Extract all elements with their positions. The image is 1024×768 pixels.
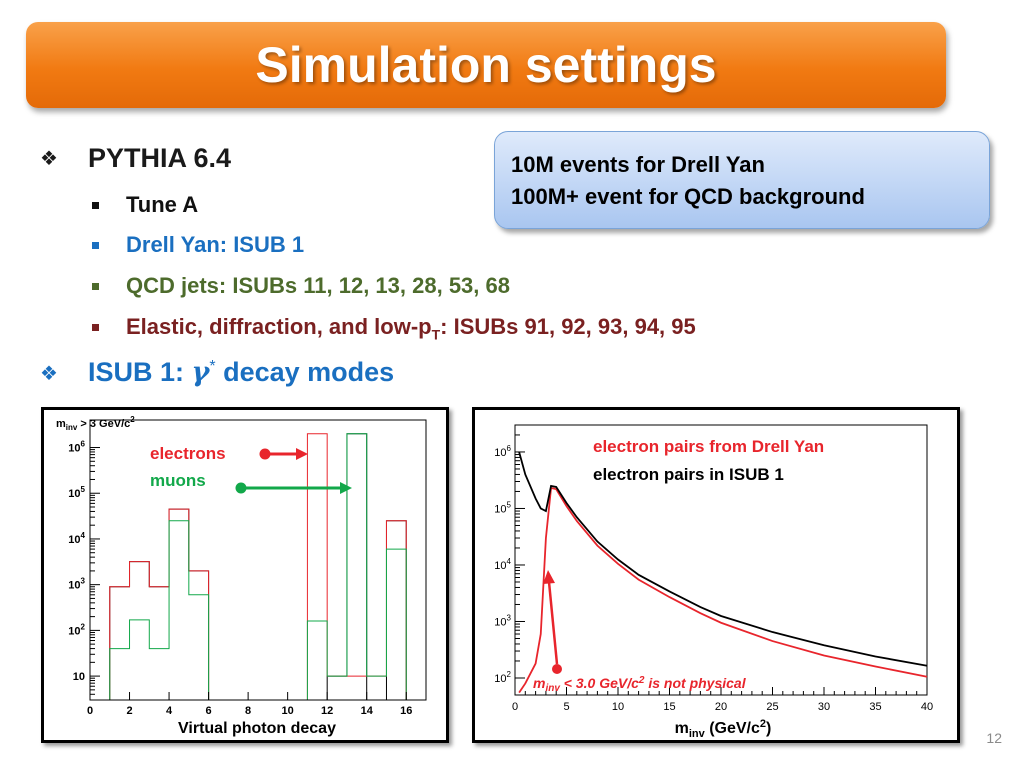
callout-line-2: 100M+ event for QCD background xyxy=(511,184,865,209)
x-tick-label: 8 xyxy=(245,705,251,717)
x-tick-label: 4 xyxy=(166,705,173,717)
bullet-tune: Tune A xyxy=(126,192,199,217)
note-arrow-dot xyxy=(552,664,562,674)
square-bullet-icon xyxy=(92,202,99,209)
x-tick-label: 0 xyxy=(87,705,93,717)
y-tick-label: 106 xyxy=(494,444,511,459)
x-axis-label: Virtual photon decay xyxy=(178,720,336,737)
bullet-qcd: QCD jets: ISUBs 11, 12, 13, 28, 53, 68 xyxy=(126,273,510,298)
callout-box: 10M events for Drell Yan 100M+ event for… xyxy=(494,131,990,229)
slide-title: Simulation settings xyxy=(255,37,717,93)
x-tick-label: 16 xyxy=(400,705,412,717)
x-tick-label: 0 xyxy=(512,701,518,713)
plot-frame xyxy=(89,419,427,701)
electrons-arrow-head xyxy=(296,448,308,460)
legend-electrons: electrons xyxy=(150,444,226,463)
isub-pre: ISUB 1: xyxy=(88,357,192,387)
unphysical-note: minv < 3.0 GeV/c2 is not physical xyxy=(533,675,747,694)
x-tick-label: 10 xyxy=(612,701,624,713)
page-number: 12 xyxy=(986,730,1002,746)
muons-arrow-dot xyxy=(235,482,247,494)
bullet-elastic: Elastic, diffraction, and low-pT: ISUBs … xyxy=(126,314,696,342)
square-bullet-icon xyxy=(92,242,99,249)
right-chart-svg: 0 5 10 15 20 25 30 35 40 102 103 104 105 106 electron… xyxy=(494,424,933,740)
bullet-elastic-pre: Elastic, diffraction, and low-p xyxy=(126,314,432,339)
x-tick-label: 25 xyxy=(766,701,778,713)
y-tick-label: 102 xyxy=(494,670,511,685)
right-chart-panel: 0 5 10 15 20 25 30 35 40 102 103 104 105 106 electron… xyxy=(472,407,960,743)
x-tick-label: 12 xyxy=(321,705,333,717)
legend-drell-yan: electron pairs from Drell Yan xyxy=(593,437,824,456)
square-bullet-icon xyxy=(92,324,99,331)
y-tick-label: 104 xyxy=(68,531,85,546)
bullet-isub-decay: ISUB 1: γ* decay modes xyxy=(88,357,394,388)
left-chart-panel: 0 2 4 6 8 10 12 14 16 10 102 103 104 105 106 minv > 3 … xyxy=(41,407,449,743)
y-tick-label: 106 xyxy=(68,440,85,455)
line-series-electron-pairs-from-drell-yan xyxy=(518,486,928,694)
diamond-bullet-icon: ❖ xyxy=(40,363,58,385)
y-tick-label: 105 xyxy=(494,500,511,515)
callout-line-1: 10M events for Drell Yan xyxy=(511,152,765,177)
y-tick-label: 103 xyxy=(68,577,85,592)
y-tick-label: 10 xyxy=(73,671,85,683)
note-arrow-head xyxy=(543,570,555,584)
x-tick-label: 14 xyxy=(361,705,374,717)
mass-cut-label: minv > 3 GeV/c2 xyxy=(56,415,135,432)
x-axis-label: minv (GeV/c2) xyxy=(675,718,772,740)
x-tick-label: 15 xyxy=(663,701,675,713)
x-tick-label: 2 xyxy=(126,705,132,717)
gamma-star: * xyxy=(209,358,216,375)
y-tick-label: 105 xyxy=(68,485,85,500)
x-tick-label: 6 xyxy=(206,705,212,717)
gamma-symbol: γ xyxy=(191,357,210,388)
y-tick-label: 103 xyxy=(494,613,511,628)
electrons-arrow-dot xyxy=(259,448,271,460)
y-tick-label: 102 xyxy=(68,622,85,637)
x-tick-label: 35 xyxy=(869,701,881,713)
isub-post: decay modes xyxy=(215,357,395,387)
square-bullet-icon xyxy=(92,283,99,290)
x-tick-label: 10 xyxy=(282,705,294,717)
diamond-bullet-icon: ❖ xyxy=(40,148,58,170)
bullet-elastic-sub: T xyxy=(431,326,441,343)
muons-arrow-head xyxy=(340,482,352,494)
legend-isub1: electron pairs in ISUB 1 xyxy=(593,465,784,484)
bullet-drell-yan: Drell Yan: ISUB 1 xyxy=(126,232,305,257)
left-chart-svg: 0 2 4 6 8 10 12 14 16 10 102 103 104 105 106 minv > 3 … xyxy=(56,415,427,737)
y-tick-label: 104 xyxy=(494,557,511,572)
x-tick-label: 20 xyxy=(715,701,727,713)
x-tick-label: 5 xyxy=(563,701,569,713)
title-bar: Simulation settings xyxy=(26,22,946,108)
x-tick-label: 30 xyxy=(818,701,830,713)
bullet-elastic-post: : ISUBs 91, 92, 93, 94, 95 xyxy=(440,314,696,339)
legend-muons: muons xyxy=(150,471,206,490)
x-tick-label: 40 xyxy=(921,701,933,713)
line-series-electron-pairs-in-isub-1 xyxy=(518,451,928,667)
note-arrow-line xyxy=(547,581,559,665)
bullet-pythia: PYTHIA 6.4 xyxy=(88,143,232,173)
